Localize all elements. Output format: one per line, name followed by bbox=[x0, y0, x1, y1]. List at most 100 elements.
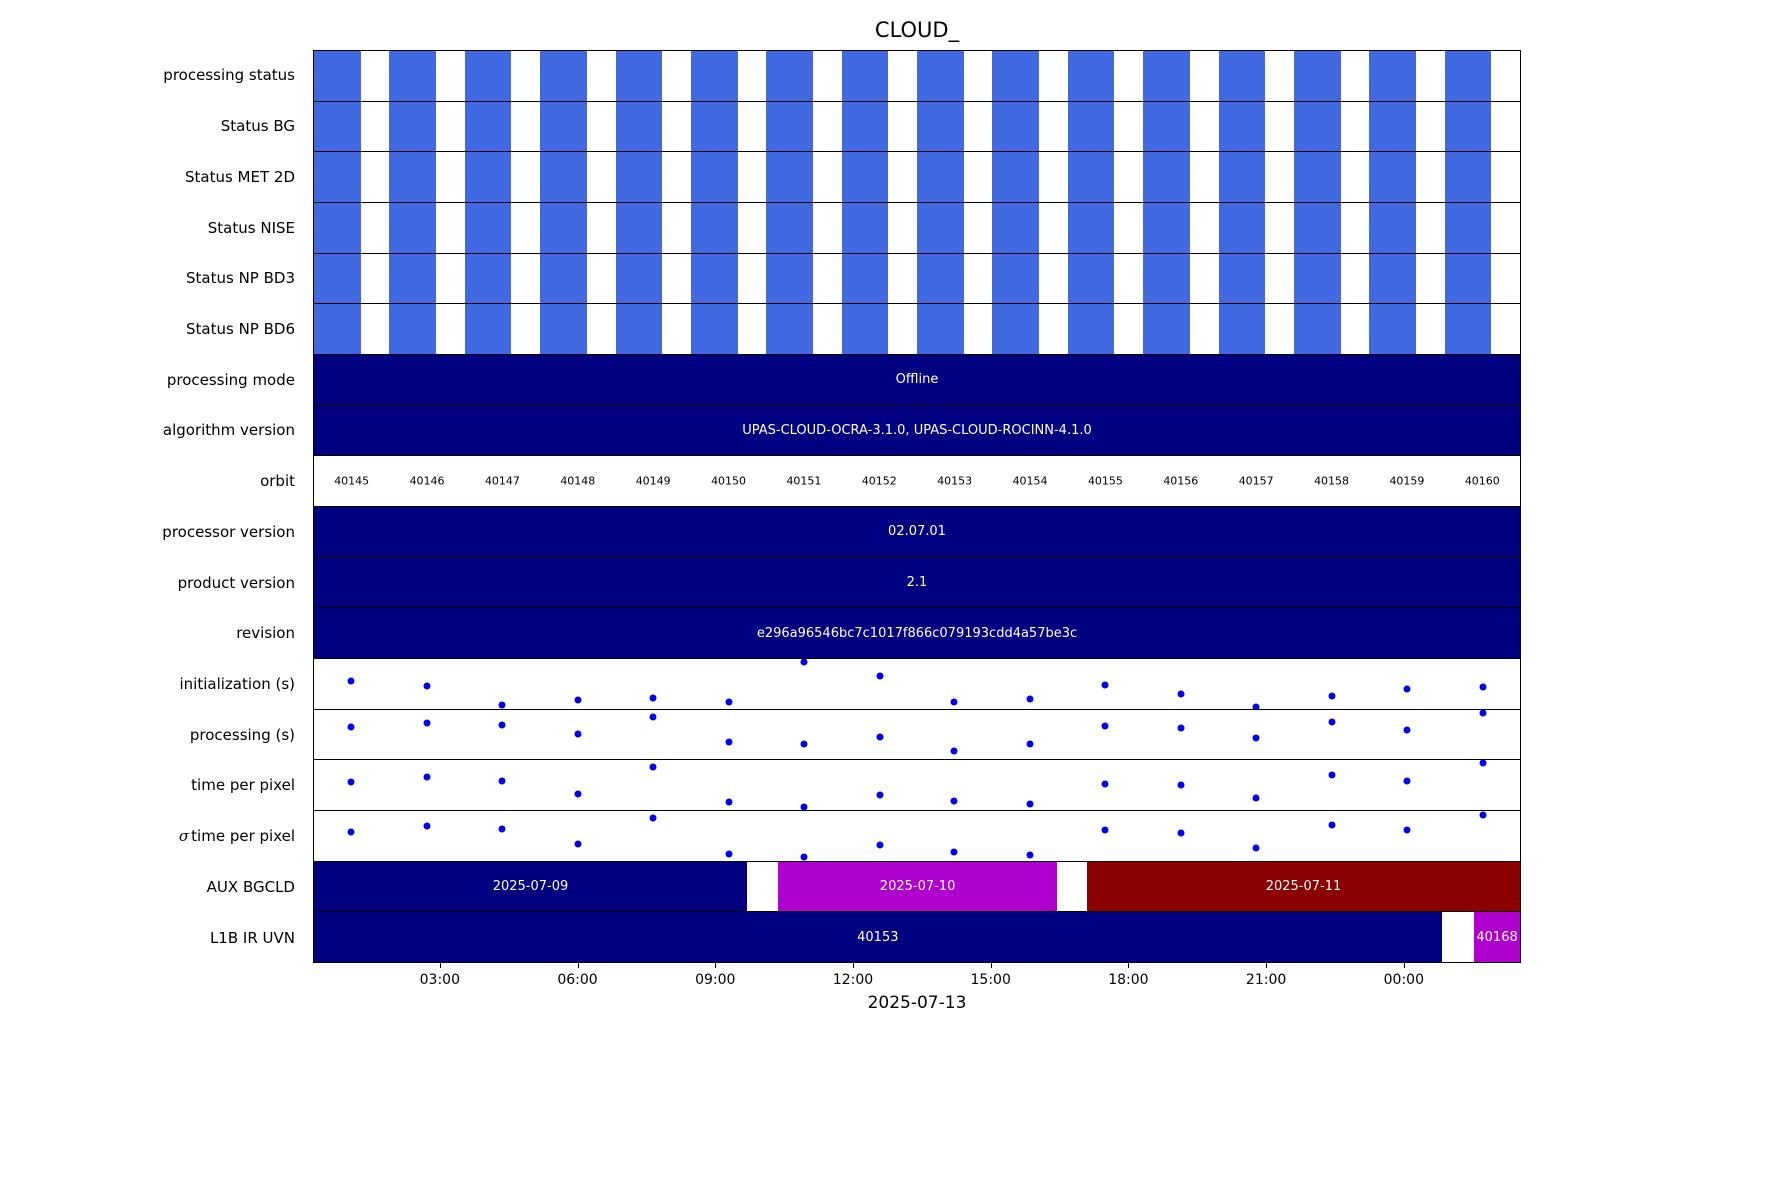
row-scatter bbox=[314, 760, 1520, 812]
scatter-dot bbox=[347, 723, 355, 731]
timeline-segment: 40153 bbox=[314, 912, 1442, 963]
row-striped bbox=[314, 304, 1520, 356]
segment-label: 2025-07-10 bbox=[879, 879, 956, 895]
segment-label: 2025-07-11 bbox=[1265, 879, 1342, 895]
row-textbar: UPAS-CLOUD-OCRA-3.1.0, UPAS-CLOUD-ROCINN… bbox=[314, 405, 1520, 457]
row-label: processing mode bbox=[166, 370, 295, 389]
row-striped bbox=[314, 253, 1520, 305]
row-label: orbit bbox=[260, 472, 295, 491]
status-bar bbox=[766, 152, 813, 203]
bar-text: 2.1 bbox=[906, 575, 928, 591]
status-bar bbox=[992, 253, 1040, 304]
row-label: product version bbox=[177, 573, 295, 592]
status-bar bbox=[766, 304, 813, 355]
status-bar bbox=[1067, 304, 1115, 355]
status-bar bbox=[540, 253, 587, 304]
row-label: processing (s) bbox=[189, 725, 295, 744]
timeline-segment: 2025-07-10 bbox=[778, 861, 1057, 912]
bar-text: 02.07.01 bbox=[888, 524, 946, 540]
scatter-dot bbox=[1328, 821, 1336, 829]
row-textbar: 2.1 bbox=[314, 557, 1520, 609]
status-bar bbox=[690, 51, 738, 101]
scatter-dot bbox=[725, 798, 733, 806]
status-bar bbox=[389, 152, 437, 203]
orbit-label: 40145 bbox=[334, 474, 370, 488]
status-bar bbox=[992, 203, 1040, 253]
sigma-symbol: σ bbox=[178, 827, 190, 846]
status-bar bbox=[1218, 304, 1266, 355]
orbit-label: 40154 bbox=[1012, 474, 1048, 488]
status-bar bbox=[690, 203, 738, 253]
status-bar bbox=[992, 152, 1040, 203]
x-axis: 03:00 06:00 09:00 12:00 15:00 18:00 21:00 00:00 bbox=[313, 963, 1521, 997]
status-bar bbox=[314, 51, 361, 101]
status-bar bbox=[1143, 304, 1190, 355]
scatter-dot bbox=[1177, 781, 1185, 789]
orbit-label: 40156 bbox=[1163, 474, 1199, 488]
status-bar bbox=[1369, 51, 1416, 101]
scatter-dot bbox=[423, 773, 431, 781]
status-bar bbox=[540, 101, 587, 152]
timeline-segment: 2025-07-11 bbox=[1087, 861, 1520, 912]
status-bar bbox=[1067, 253, 1115, 304]
status-bar bbox=[1143, 203, 1190, 253]
x-tick bbox=[1403, 963, 1405, 968]
status-bar bbox=[389, 253, 437, 304]
scatter-dot bbox=[1252, 703, 1260, 709]
status-bar bbox=[690, 253, 738, 304]
status-bar bbox=[841, 304, 889, 355]
orbit-label: 40146 bbox=[409, 474, 445, 488]
scatter-dot bbox=[1403, 726, 1411, 734]
status-bar bbox=[1218, 51, 1266, 101]
row-labels-column: processing status Status BG Status MET 2D S… bbox=[0, 50, 304, 963]
timeline-segment: 2025-07-09 bbox=[314, 861, 747, 912]
status-bar bbox=[1143, 253, 1190, 304]
x-tick bbox=[852, 963, 854, 968]
status-bar bbox=[917, 51, 964, 101]
scatter-dot bbox=[1177, 690, 1185, 698]
scatter-dot bbox=[1177, 724, 1185, 732]
bar-text: UPAS-CLOUD-OCRA-3.1.0, UPAS-CLOUD-ROCINN… bbox=[742, 423, 1092, 439]
status-bar bbox=[766, 101, 813, 152]
segment-label: 40153 bbox=[857, 929, 899, 945]
status-bar bbox=[917, 101, 964, 152]
scatter-dot bbox=[649, 694, 657, 702]
row-label: initialization (s) bbox=[179, 674, 295, 693]
row-scatter bbox=[314, 709, 1520, 761]
scatter-dot bbox=[1026, 740, 1034, 748]
scatter-dot bbox=[1403, 685, 1411, 693]
status-bar bbox=[314, 101, 361, 152]
row-label: Status BG bbox=[220, 117, 295, 136]
row-label: time per pixel bbox=[191, 776, 295, 795]
plot-area: Offline UPAS-CLOUD-OCRA-3.1.0, UPAS-CLOUD… bbox=[313, 50, 1521, 963]
scatter-dot bbox=[1252, 844, 1260, 852]
status-bar bbox=[1444, 253, 1492, 304]
status-bar bbox=[1293, 203, 1341, 253]
scatter-dot bbox=[800, 853, 808, 861]
orbit-label: 40152 bbox=[861, 474, 897, 488]
orbit-label: 40157 bbox=[1238, 474, 1274, 488]
status-bar bbox=[766, 203, 813, 253]
status-bar bbox=[1218, 152, 1266, 203]
scatter-dot bbox=[800, 659, 808, 666]
status-bar bbox=[615, 304, 663, 355]
scatter-dot bbox=[1403, 826, 1411, 834]
scatter-dot bbox=[800, 740, 808, 748]
row-label: revision bbox=[236, 624, 295, 643]
status-bar bbox=[1369, 304, 1416, 355]
status-bar bbox=[314, 203, 361, 253]
row-label: L1B IR UVN bbox=[209, 928, 295, 947]
timeline-segment: 40168 bbox=[1474, 912, 1520, 963]
row-label: Status MET 2D bbox=[184, 167, 295, 186]
row-scatter bbox=[314, 659, 1520, 710]
status-bar bbox=[690, 101, 738, 152]
scatter-dot bbox=[725, 738, 733, 746]
x-tick-label: 09:00 bbox=[695, 972, 736, 988]
bar-text: Offline bbox=[895, 372, 939, 388]
scatter-dot bbox=[950, 848, 958, 856]
scatter-dot bbox=[1479, 709, 1487, 717]
x-tick-label: 12:00 bbox=[832, 972, 874, 988]
status-bar bbox=[464, 51, 512, 101]
status-bar bbox=[1218, 101, 1266, 152]
status-bar bbox=[1444, 203, 1492, 253]
